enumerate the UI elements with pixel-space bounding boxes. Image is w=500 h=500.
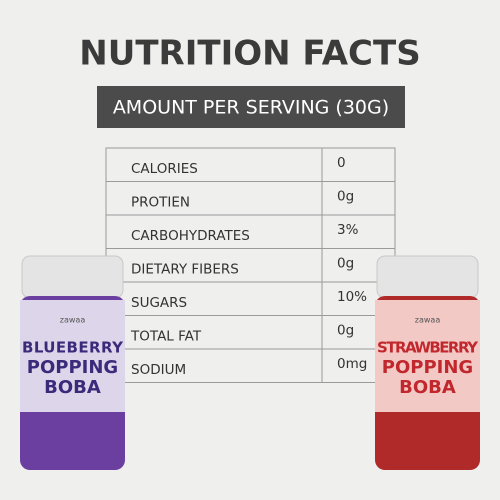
- nutrient-name: PROTIEN: [131, 194, 190, 210]
- product-name: BOBA: [399, 377, 456, 398]
- nutrient-value: 0g: [337, 188, 354, 204]
- nutrition-table: CALORIES 0 PROTIEN 0g CARBOHYDRATES 3% DIETARY…: [105, 147, 396, 383]
- nutrient-value: 0mg: [337, 356, 367, 372]
- products: zawaaBLUEBERRYPOPPINGBOBAzawaaSTRAWBERRY…: [20, 255, 480, 470]
- product-name: BLUEBERRY: [22, 339, 124, 357]
- nutrient-value: 0g: [337, 255, 354, 271]
- product-name: STRAWBERRY: [377, 339, 479, 357]
- jar-label: [375, 300, 480, 412]
- subtitle: AMOUNT PER SERVING (30G): [113, 97, 389, 119]
- nutrient-name: SUGARS: [131, 295, 187, 311]
- product-name: POPPING: [382, 357, 473, 378]
- nutrient-name: TOTAL FAT: [130, 328, 202, 344]
- jar-label: [20, 300, 125, 412]
- jar-lid: [21, 255, 124, 299]
- nutrient-name: CARBOHYDRATES: [131, 228, 250, 244]
- nutrient-value: 0g: [337, 322, 354, 338]
- nutrient-name: CALORIES: [131, 161, 198, 177]
- nutrient-value: 0: [337, 155, 346, 171]
- brand: zawaa: [415, 316, 441, 325]
- product-name: BOBA: [44, 377, 101, 398]
- jar-lid: [376, 255, 479, 299]
- banner: [97, 86, 405, 128]
- nutrient-name: DIETARY FIBERS: [131, 261, 239, 277]
- nutrient-value: 3%: [337, 222, 359, 238]
- product-name: POPPING: [27, 357, 118, 378]
- title: NUTRITION FACTS: [79, 34, 420, 74]
- brand: zawaa: [60, 316, 86, 325]
- nutrient-name: SODIUM: [131, 362, 186, 378]
- nutrient-value: 10%: [337, 289, 367, 305]
